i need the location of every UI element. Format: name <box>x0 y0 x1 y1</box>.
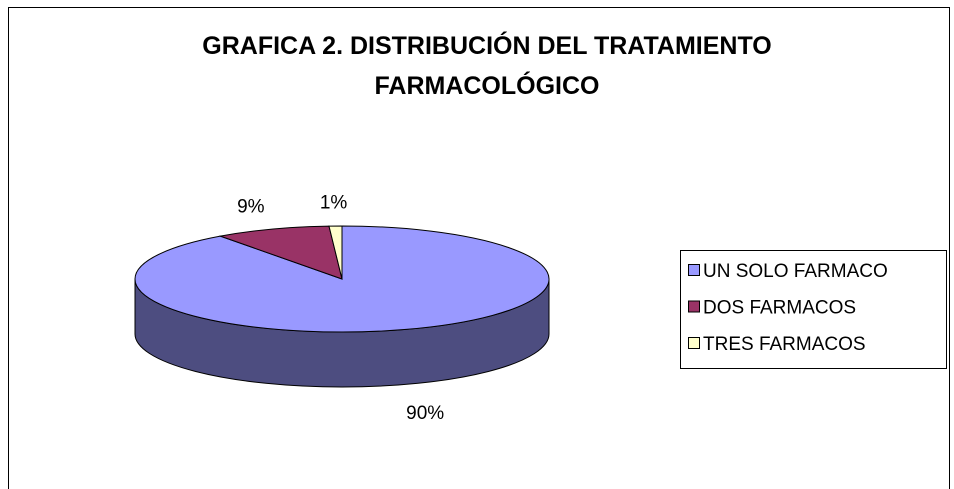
chart-title: GRAFICA 2. DISTRIBUCIÓN DEL TRATAMIENTO … <box>202 32 772 100</box>
slice <box>328 225 343 280</box>
data-label: 1% <box>320 193 348 214</box>
data-label: 9% <box>237 197 265 218</box>
legend-label: UN SOLO FARMACO <box>703 261 888 282</box>
legend-swatch <box>688 300 700 313</box>
data-label: 90% <box>406 403 444 424</box>
slice <box>218 225 343 280</box>
legend-box <box>680 250 947 369</box>
legend-swatch <box>688 337 700 349</box>
legend-label: TRES FARMACOS <box>703 334 866 355</box>
legend-swatch <box>688 264 700 276</box>
legend-label: DOS FARMACOS <box>703 298 856 319</box>
